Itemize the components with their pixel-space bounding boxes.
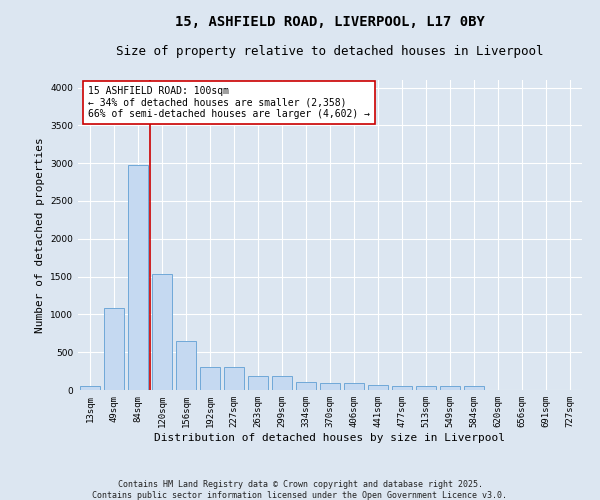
Text: Contains public sector information licensed under the Open Government Licence v3: Contains public sector information licen… xyxy=(92,491,508,500)
Bar xyxy=(392,386,412,390)
Text: Size of property relative to detached houses in Liverpool: Size of property relative to detached ho… xyxy=(116,45,544,58)
Bar xyxy=(464,386,484,390)
Text: 15, ASHFIELD ROAD, LIVERPOOL, L17 0BY: 15, ASHFIELD ROAD, LIVERPOOL, L17 0BY xyxy=(175,15,485,29)
Bar xyxy=(416,386,436,390)
Bar xyxy=(200,366,220,390)
Bar xyxy=(320,383,340,390)
Bar xyxy=(128,166,148,390)
Bar xyxy=(248,376,268,390)
Bar xyxy=(368,386,388,390)
Bar xyxy=(152,274,172,390)
Bar xyxy=(176,341,196,390)
Bar xyxy=(296,382,316,390)
Text: Contains HM Land Registry data © Crown copyright and database right 2025.: Contains HM Land Registry data © Crown c… xyxy=(118,480,482,489)
Bar xyxy=(440,386,460,390)
Bar xyxy=(272,376,292,390)
Bar xyxy=(344,383,364,390)
X-axis label: Distribution of detached houses by size in Liverpool: Distribution of detached houses by size … xyxy=(155,432,505,442)
Y-axis label: Number of detached properties: Number of detached properties xyxy=(35,137,44,333)
Bar xyxy=(104,308,124,390)
Text: 15 ASHFIELD ROAD: 100sqm
← 34% of detached houses are smaller (2,358)
66% of sem: 15 ASHFIELD ROAD: 100sqm ← 34% of detach… xyxy=(88,86,370,120)
Bar xyxy=(224,366,244,390)
Bar xyxy=(80,386,100,390)
